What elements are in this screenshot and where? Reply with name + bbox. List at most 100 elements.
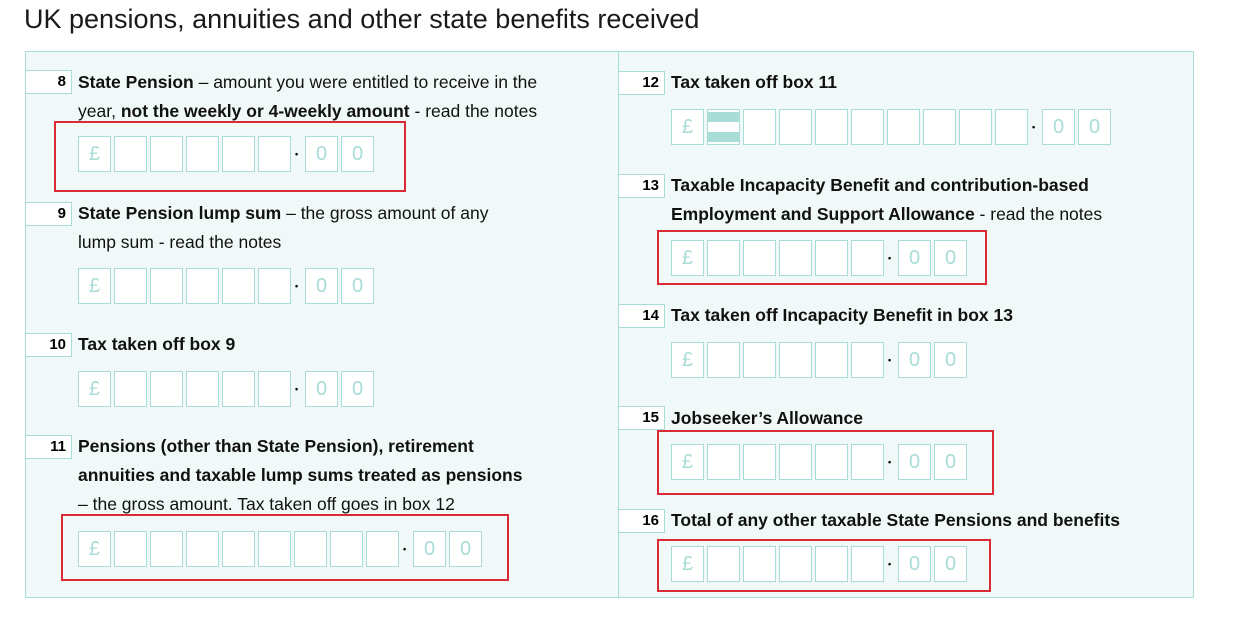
pence-input[interactable]: 0 [341, 136, 374, 172]
pence-input[interactable]: 0 [305, 268, 338, 304]
digit-input[interactable] [114, 268, 147, 304]
box-number: 15 [619, 406, 665, 430]
digit-input[interactable] [186, 268, 219, 304]
label-bold-text: Pensions (other than State Pension), ret… [78, 436, 474, 456]
digit-input[interactable] [887, 109, 920, 145]
digit-input[interactable] [294, 531, 327, 567]
box-label-line: – the gross amount. Tax taken off goes i… [78, 490, 522, 519]
digit-input[interactable] [743, 109, 776, 145]
decimal-point: • [1032, 122, 1036, 132]
pence-input[interactable]: 0 [898, 546, 931, 582]
digit-input[interactable] [222, 268, 255, 304]
digit-input[interactable] [779, 240, 812, 276]
box-number: 14 [619, 304, 665, 328]
decimal-point: • [403, 544, 407, 554]
label-text: lump sum - read the notes [78, 232, 282, 252]
pence-input[interactable]: 0 [898, 240, 931, 276]
digit-input[interactable] [743, 342, 776, 378]
label-bold-text: State Pension lump sum [78, 203, 282, 223]
pence-input[interactable]: 0 [898, 342, 931, 378]
digit-input[interactable] [330, 531, 363, 567]
digit-input[interactable] [150, 268, 183, 304]
digit-input[interactable] [851, 109, 884, 145]
currency-symbol-box: £ [671, 240, 704, 276]
digit-input[interactable] [258, 371, 291, 407]
digit-input[interactable] [743, 240, 776, 276]
digit-input[interactable] [851, 342, 884, 378]
digit-input[interactable] [150, 531, 183, 567]
digit-input[interactable] [114, 371, 147, 407]
column-divider [618, 51, 619, 598]
digit-input[interactable] [222, 531, 255, 567]
digit-input[interactable] [707, 109, 740, 145]
box-label: State Pension lump sum – the gross amoun… [78, 199, 488, 257]
digit-input[interactable] [222, 371, 255, 407]
digit-input[interactable] [851, 240, 884, 276]
box-label: Pensions (other than State Pension), ret… [78, 432, 522, 519]
digit-input[interactable] [815, 444, 848, 480]
digit-input[interactable] [707, 546, 740, 582]
currency-symbol-box: £ [78, 268, 111, 304]
box-label-line: lump sum - read the notes [78, 228, 488, 257]
digit-input[interactable] [959, 109, 992, 145]
pence-input[interactable]: 0 [341, 268, 374, 304]
box-number: 11 [26, 435, 72, 459]
digit-input[interactable] [815, 342, 848, 378]
decimal-point: • [888, 559, 892, 569]
digit-input[interactable] [779, 109, 812, 145]
digit-input[interactable] [779, 444, 812, 480]
pence-input[interactable]: 0 [934, 342, 967, 378]
pence-input[interactable]: 0 [934, 444, 967, 480]
digit-input[interactable] [150, 371, 183, 407]
digit-input[interactable] [851, 444, 884, 480]
digit-input[interactable] [707, 342, 740, 378]
digit-input[interactable] [815, 546, 848, 582]
digit-input[interactable] [851, 546, 884, 582]
pence-input[interactable]: 0 [305, 371, 338, 407]
label-text: – the gross amount of any [281, 203, 489, 223]
pence-input[interactable]: 0 [341, 371, 374, 407]
pence-input[interactable]: 0 [1078, 109, 1111, 145]
digit-input[interactable] [815, 240, 848, 276]
box-label-line: Tax taken off box 9 [78, 330, 235, 359]
digit-input[interactable] [114, 136, 147, 172]
currency-symbol-box: £ [671, 444, 704, 480]
digit-input[interactable] [366, 531, 399, 567]
digit-input[interactable] [779, 342, 812, 378]
digit-input[interactable] [707, 444, 740, 480]
box-label-line: Tax taken off box 11 [671, 68, 837, 97]
digit-input[interactable] [743, 444, 776, 480]
label-bold-text: State Pension [78, 72, 194, 92]
digit-input[interactable] [186, 371, 219, 407]
digit-input[interactable] [222, 136, 255, 172]
digit-input[interactable] [114, 531, 147, 567]
digit-input[interactable] [779, 546, 812, 582]
digit-input[interactable] [707, 240, 740, 276]
label-bold-text: Tax taken off box 11 [671, 72, 837, 92]
pence-input[interactable]: 0 [449, 531, 482, 567]
box-number: 13 [619, 174, 665, 198]
pence-input[interactable]: 0 [934, 240, 967, 276]
digit-input[interactable] [186, 136, 219, 172]
digit-input[interactable] [995, 109, 1028, 145]
pence-input[interactable]: 0 [305, 136, 338, 172]
box-number: 8 [26, 70, 72, 94]
label-text: year, [78, 101, 121, 121]
box-label-line: Jobseeker’s Allowance [671, 404, 863, 433]
pence-input[interactable]: 0 [934, 546, 967, 582]
digit-input[interactable] [743, 546, 776, 582]
decimal-point: • [888, 355, 892, 365]
digit-input[interactable] [258, 531, 291, 567]
digit-input[interactable] [815, 109, 848, 145]
box-number: 16 [619, 509, 665, 533]
pence-input[interactable]: 0 [413, 531, 446, 567]
pence-input[interactable]: 0 [898, 444, 931, 480]
digit-input[interactable] [258, 268, 291, 304]
digit-input[interactable] [258, 136, 291, 172]
digit-input[interactable] [150, 136, 183, 172]
digit-input[interactable] [923, 109, 956, 145]
pence-input[interactable]: 0 [1042, 109, 1075, 145]
page-title: UK pensions, annuities and other state b… [24, 4, 700, 34]
shaded-bar [708, 132, 739, 142]
digit-input[interactable] [186, 531, 219, 567]
